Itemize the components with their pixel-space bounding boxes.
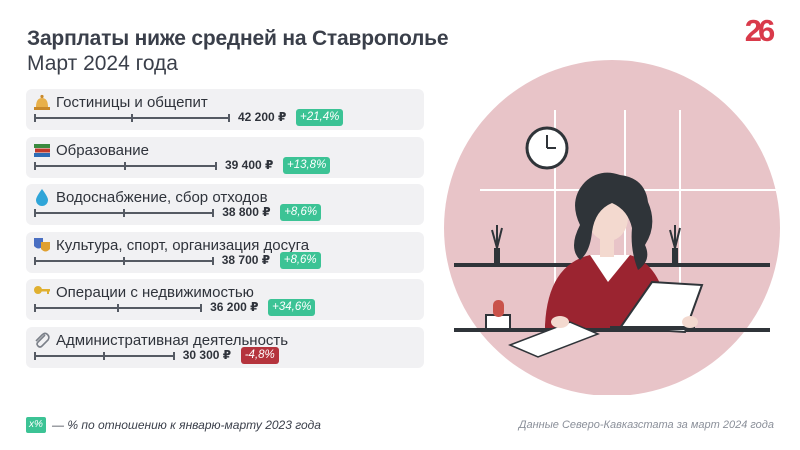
bar-category-label: Гостиницы и общепит bbox=[56, 94, 208, 111]
bar-value-label: 30 300 ₽ bbox=[182, 347, 232, 362]
droplet-icon bbox=[32, 187, 52, 207]
bar-row: Образование 39 400 ₽ +13,8% bbox=[26, 136, 424, 178]
bar-tick bbox=[131, 114, 133, 122]
key-icon bbox=[32, 282, 52, 302]
bell-icon bbox=[32, 92, 52, 112]
change-badge: +8,6% bbox=[279, 251, 321, 269]
bar-tick bbox=[34, 304, 36, 312]
chart-title: Зарплаты ниже средней на Ставрополье bbox=[27, 27, 449, 50]
bar-category-label: Культура, спорт, организация досуга bbox=[56, 236, 310, 254]
bar-tick bbox=[123, 209, 126, 217]
bar-tick bbox=[34, 114, 36, 122]
source-note: Данные Северо-Кавказстата за март 2024 г… bbox=[518, 419, 774, 431]
bar-tick bbox=[34, 161, 36, 170]
bar-tick bbox=[200, 304, 203, 312]
legend-text: — % по отношению к январю-марту 2023 год… bbox=[52, 418, 321, 432]
bar-row: Культура, спорт, организация досуга 38 70… bbox=[26, 231, 424, 273]
change-badge: +8,6% bbox=[280, 204, 322, 221]
change-badge: +34,6% bbox=[268, 299, 316, 316]
bar-category-label: Административная деятельность bbox=[56, 331, 289, 349]
bar-tick bbox=[34, 209, 36, 217]
bar-tick bbox=[122, 256, 125, 265]
chart-subtitle: Март 2024 года bbox=[27, 52, 178, 75]
bar-value-label: 39 400 ₽ bbox=[224, 157, 274, 172]
svg-text:26: 26 bbox=[745, 13, 775, 48]
paperclip-icon bbox=[32, 330, 52, 350]
bar-tick bbox=[212, 209, 215, 217]
bar-tick bbox=[34, 351, 36, 360]
bar-tick bbox=[228, 114, 230, 122]
bar-row: Водоснабжение, сбор отходов 38 800 ₽ +8,6% bbox=[26, 184, 424, 225]
bar-tick bbox=[124, 161, 127, 170]
books-icon bbox=[32, 140, 52, 160]
bar-value-label: 38 700 ₽ bbox=[221, 252, 271, 267]
bar-tick bbox=[103, 351, 106, 360]
change-badge: +13,8% bbox=[282, 156, 331, 174]
bar-value-label: 42 200 ₽ bbox=[238, 110, 287, 124]
bar-tick bbox=[211, 256, 214, 265]
bar-tick bbox=[117, 304, 120, 312]
change-badge: -4,8% bbox=[240, 346, 279, 364]
bar-row: Гостиницы и общепит 42 200 ₽ +21,4% bbox=[26, 89, 424, 130]
bar-value-label: 38 800 ₽ bbox=[222, 205, 271, 219]
theater-masks-icon bbox=[32, 235, 52, 255]
bar-tick bbox=[34, 256, 36, 265]
change-badge: +21,4% bbox=[296, 109, 344, 126]
bar-category-label: Водоснабжение, сбор отходов bbox=[56, 189, 268, 206]
bar-category-label: Образование bbox=[56, 141, 149, 159]
bar-category-label: Операции с недвижимостью bbox=[56, 284, 254, 301]
bar-tick bbox=[214, 161, 217, 170]
logo-26: 26 bbox=[745, 13, 778, 48]
woman-at-desk-illustration bbox=[444, 60, 785, 395]
bar-row: Операции с недвижимостью 36 200 ₽ +34,6% bbox=[26, 279, 424, 320]
bar-tick bbox=[172, 351, 175, 360]
legend-chip: x% bbox=[26, 417, 46, 433]
bar-row: Административная деятельность 30 300 ₽ -4,… bbox=[26, 326, 424, 368]
bar-value-label: 36 200 ₽ bbox=[210, 300, 259, 314]
